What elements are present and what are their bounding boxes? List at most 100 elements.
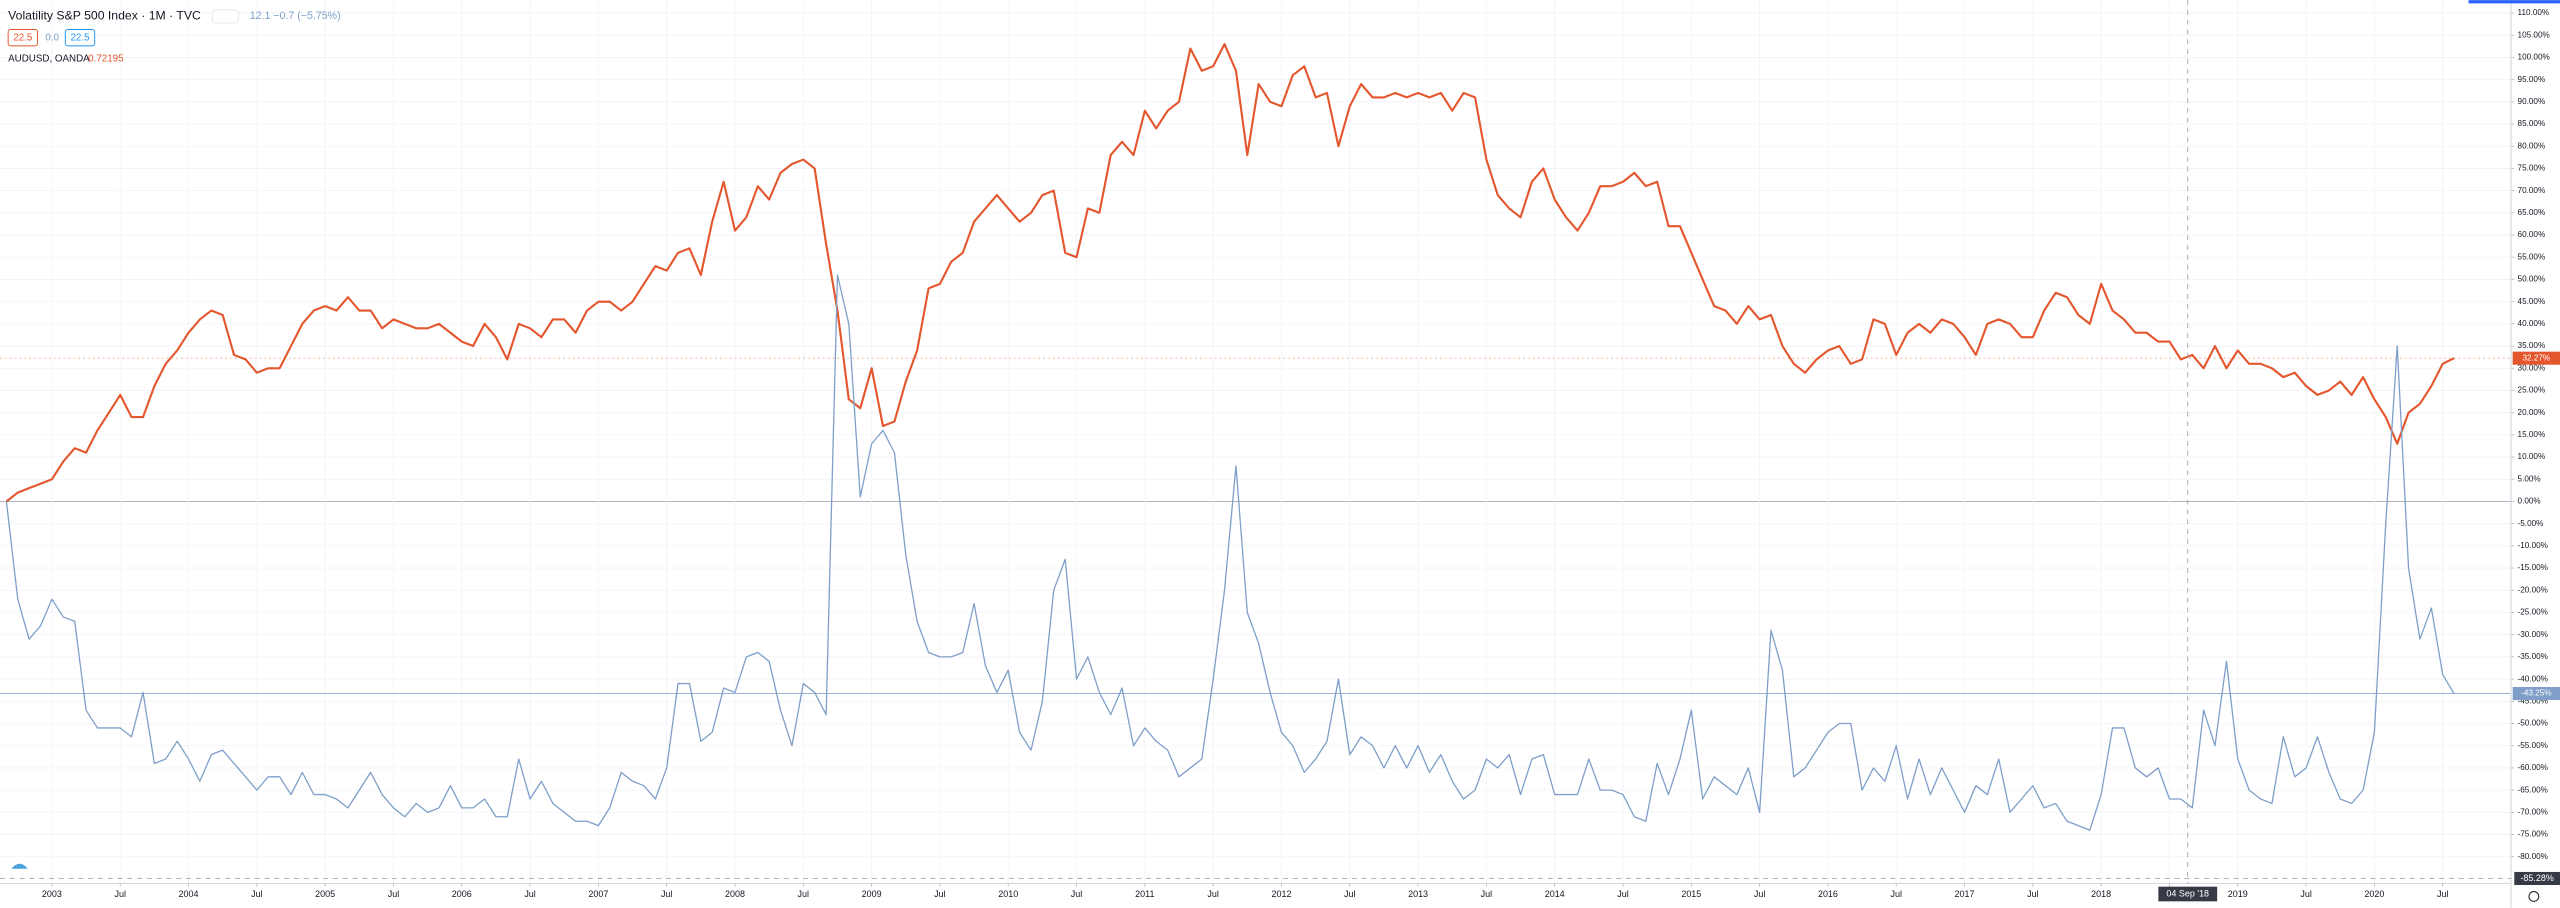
y-tick-label: 5.00% [2518,474,2541,483]
y-tick-label: 35.00% [2518,341,2546,350]
x-tick-label: Jul [934,889,945,899]
crosshair-y-box [2514,871,2560,886]
y-tick-label: -60.00% [2518,763,2548,772]
x-tick-label: 2012 [1271,889,1291,899]
y-tick-label: 45.00% [2518,297,2546,306]
y-tick-label: -25.00% [2518,608,2548,617]
settings-icon[interactable] [2528,891,2540,902]
x-tick-label: 2005 [315,889,335,899]
y-tick-label: 90.00% [2518,97,2546,106]
y-tick-label: 55.00% [2518,252,2546,261]
x-tick-label: 2003 [42,889,62,899]
x-tick-label: Jul [524,889,535,899]
plot [0,43,2512,831]
y-tick-label: 105.00% [2518,30,2550,39]
y-tick-label: -80.00% [2518,852,2548,861]
axes: 110.00% 105.00% 100.00% 95.00% 90.00% 85.00% 8… [42,8,2560,899]
x-tick-label: Jul [661,889,672,899]
y-tick-label: -75.00% [2518,830,2548,839]
series-line [5,43,2455,503]
y-tick-label: -40.00% [2518,674,2548,683]
logo [11,863,28,869]
y-tick-label: -45.00% [2518,696,2548,705]
x-tick-label: 2016 [1818,889,1838,899]
y-tick-label: -65.00% [2518,785,2548,794]
y-tick-label: -5.00% [2518,519,2544,528]
y-tick-label: -20.00% [2518,585,2548,594]
x-tick-label: Jul [2027,889,2038,899]
y-tick-label: 65.00% [2518,208,2546,217]
input-value: 22.5 [13,32,33,43]
last-price-box [2512,687,2560,701]
y-tick-label: -35.00% [2518,652,2548,661]
y-tick-label: -10.00% [2518,541,2548,550]
series-line [5,274,2455,831]
y-tick-label: -30.00% [2518,630,2548,639]
legend-entry: AUDUSD, OANDA [8,53,90,64]
y-tick-label: 100.00% [2518,53,2550,62]
y-tick-label: 0.00% [2518,497,2541,506]
input-box[interactable] [7,29,39,47]
y-tick-label: 10.00% [2518,452,2546,461]
x-tick-label: 2017 [1955,889,1975,899]
x-tick-label: 2014 [1545,889,1565,899]
y-tick-label: 80.00% [2518,141,2546,150]
input-box[interactable] [64,29,96,47]
y-tick-label: 40.00% [2518,319,2546,328]
last-price-box [2512,351,2560,365]
legend-price: 0.72195 [88,53,124,64]
y-tick-label: 85.00% [2518,119,2546,128]
x-tick-label: Jul [1754,889,1765,899]
top-indicator [2468,0,2560,4]
x-tick-label: Jul [388,889,399,899]
x-tick-label: 2009 [862,889,882,899]
y-tick-label: 95.00% [2518,75,2546,84]
x-tick-label: 2013 [1408,889,1428,899]
y-tick-label: 60.00% [2518,230,2546,239]
last-price-label: -43.25% [2521,689,2551,698]
x-tick-label: 2010 [998,889,1018,899]
y-tick-label: 70.00% [2518,186,2546,195]
x-tick-label: 2015 [1681,889,1701,899]
input-value: 22.5 [70,32,90,43]
x-tick-label: Jul [1071,889,1082,899]
x-tick-label: Jul [1344,889,1355,899]
x-tick-label: 2008 [725,889,745,899]
y-tick-label: 75.00% [2518,164,2546,173]
crosshair-x-label: 04 Sep '18 [2166,888,2209,898]
grid [0,0,2512,884]
x-tick-label: Jul [251,889,262,899]
legend-button[interactable] [211,9,239,24]
x-tick-label: Jul [114,889,125,899]
x-tick-label: Jul [1481,889,1492,899]
y-tick-label: -15.00% [2518,563,2548,572]
y-tick-label: 30.00% [2518,363,2546,372]
x-tick-label: 2006 [452,889,472,899]
x-tick-label: 2007 [588,889,608,899]
y-tick-label: -50.00% [2518,719,2548,728]
y-tick-label: 15.00% [2518,430,2546,439]
x-tick-label: Jul [2300,889,2311,899]
input-value: 0.0 [45,32,59,43]
x-tick-label: Jul [798,889,809,899]
crosshair-y-label: -85.28% [2520,873,2553,883]
y-tick-label: 20.00% [2518,408,2546,417]
y-tick-label: 50.00% [2518,275,2546,284]
y-tick-label: -70.00% [2518,807,2548,816]
chart-title: Volatility S&P 500 Index · 1M · TVC [8,9,201,23]
x-tick-label: Jul [1891,889,1902,899]
x-tick-label: 2011 [1135,889,1154,899]
last-price-label: 32.27% [2522,353,2550,362]
quote: 12.1 −0.7 (−5.75%) [250,10,341,22]
x-tick-label: Jul [1207,889,1218,899]
x-tick-label: 2018 [2091,889,2111,899]
x-tick-label: Jul [2437,889,2448,899]
x-tick-label: 2020 [2364,889,2384,899]
x-tick-label: 2019 [2228,889,2248,899]
y-tick-label: 25.00% [2518,386,2546,395]
y-tick-label: 110.00% [2518,8,2550,17]
crosshair-x-box [2158,886,2218,902]
